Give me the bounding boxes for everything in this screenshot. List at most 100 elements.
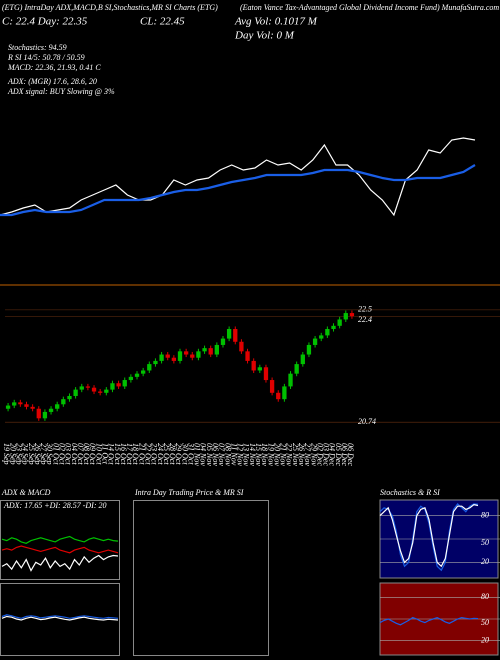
header-title: (ETG) IntraDay ADX,MACD,B SI,Stochastics… bbox=[2, 3, 218, 12]
candle-body bbox=[294, 364, 299, 374]
y-tick-label: 22.5 bbox=[358, 305, 372, 314]
candle-body bbox=[269, 380, 275, 393]
x-tick-label: 27 Sep bbox=[39, 443, 48, 465]
candle-body bbox=[61, 399, 66, 405]
candle-body bbox=[171, 357, 177, 361]
y-tick-label: 80 bbox=[481, 510, 489, 519]
candle-body bbox=[128, 376, 134, 381]
candle-body bbox=[24, 404, 29, 407]
x-tick-label: 03 Oct bbox=[64, 443, 73, 465]
x-tick-label: 22 Nov bbox=[285, 443, 294, 466]
series-line bbox=[0, 137, 476, 217]
series-line bbox=[379, 502, 479, 572]
candle-body bbox=[104, 389, 109, 393]
candle-body bbox=[5, 405, 11, 409]
x-tick-label: 17 Oct bbox=[125, 443, 134, 465]
x-tick-label: 09 Oct bbox=[88, 443, 97, 465]
x-tick-label: 29 Oct bbox=[174, 443, 183, 465]
series-line bbox=[1, 615, 119, 621]
candle-body bbox=[177, 351, 183, 361]
stat-rsi: R SI 14/5: 50.78 / 50.59 bbox=[7, 53, 85, 62]
x-tick-label: 11 Nov bbox=[229, 443, 238, 466]
y-tick-label: 50 bbox=[481, 618, 489, 627]
x-tick-label: 25 Nov bbox=[291, 443, 300, 466]
x-tick-label: 18 Nov bbox=[260, 443, 269, 466]
x-tick-label: 04 Oct bbox=[70, 443, 79, 465]
series-line bbox=[1, 535, 119, 544]
x-tick-label: 19 Nov bbox=[266, 443, 275, 466]
candle-body bbox=[190, 354, 195, 358]
x-tick-label: 11 Oct bbox=[100, 443, 109, 465]
x-tick-label: 05 Dec bbox=[334, 443, 343, 466]
candle-body bbox=[153, 360, 158, 365]
x-tick-label: 06 Dec bbox=[346, 443, 355, 466]
x-tick-label: 25 Sep bbox=[27, 443, 36, 465]
candle-body bbox=[288, 373, 293, 387]
candle-body bbox=[306, 344, 312, 355]
x-tick-label: 19 Sep bbox=[2, 443, 11, 465]
x-tick-label: 12 Nov bbox=[236, 443, 245, 466]
candle-body bbox=[337, 319, 342, 326]
x-tick-label: 06 Dec bbox=[340, 443, 349, 466]
x-tick-label: 26 Nov bbox=[297, 443, 306, 466]
x-tick-label: 04 Nov bbox=[199, 443, 208, 466]
candle-body bbox=[67, 395, 72, 400]
y-tick-label: 22.4 bbox=[358, 315, 372, 324]
x-tick-label: 31 Oct bbox=[186, 442, 195, 465]
candle-body bbox=[226, 329, 232, 339]
stat-stoch: Stochastics: 94.59 bbox=[8, 43, 67, 52]
candle-body bbox=[233, 329, 238, 342]
candle-body bbox=[202, 348, 207, 352]
candle-body bbox=[110, 383, 115, 390]
x-tick-label: 18 Oct bbox=[131, 443, 140, 465]
header-close: C: 22.4 Day: 22.35 bbox=[2, 16, 88, 28]
x-tick-label: 28 Oct bbox=[168, 443, 177, 465]
panel-title: ADX & MACD bbox=[1, 488, 51, 497]
candle-body bbox=[36, 408, 41, 419]
stat-adx: ADX: (MGR) 17.6, 28.6, 20 bbox=[7, 77, 97, 86]
candle-body bbox=[116, 383, 121, 387]
header-day-vol: Day Vol: 0 M bbox=[234, 30, 295, 42]
header-name: (Eaton Vance Tax-Advantaged Global Divid… bbox=[240, 3, 499, 12]
series-line bbox=[1, 614, 119, 619]
y-tick-label: 50 bbox=[481, 538, 489, 547]
candle-body bbox=[208, 348, 213, 355]
x-tick-label: 13 Nov bbox=[242, 443, 251, 466]
candle-body bbox=[48, 408, 54, 412]
header-avg-vol: Avg Vol: 0.1017 M bbox=[234, 16, 318, 28]
candle-body bbox=[312, 338, 318, 345]
candle-body bbox=[300, 354, 305, 365]
series-line bbox=[1, 545, 119, 554]
panel-note: ADX: 17.65 +DI: 28.57 -DI: 20 bbox=[3, 501, 107, 510]
y-tick-label: 20 bbox=[481, 557, 489, 566]
x-tick-label: 25 Oct bbox=[162, 443, 171, 465]
x-tick-label: 23 Sep bbox=[15, 443, 24, 465]
header-cl: CL: 22.45 bbox=[140, 16, 185, 28]
panel-title: Intra Day Trading Price & MR SI bbox=[134, 488, 244, 497]
candle-body bbox=[276, 392, 281, 400]
y-tick-label: 20.74 bbox=[358, 417, 376, 426]
candle-body bbox=[42, 411, 48, 419]
stat-macd: MACD: 22.36, 21.93, 0.41 C bbox=[7, 63, 101, 72]
candle-body bbox=[245, 351, 250, 361]
x-tick-label: 10 Oct bbox=[94, 443, 103, 465]
candle-body bbox=[55, 404, 60, 409]
x-tick-label: 20 Nov bbox=[272, 443, 281, 466]
x-tick-label: 07 Oct bbox=[76, 443, 85, 465]
series-line bbox=[379, 616, 479, 626]
x-tick-label: 21 Oct bbox=[137, 443, 146, 465]
x-tick-label: 27 Nov bbox=[303, 443, 312, 466]
candle-body bbox=[79, 386, 84, 390]
x-tick-label: 20 Sep bbox=[8, 443, 17, 465]
candle-body bbox=[18, 402, 23, 405]
x-tick-label: 01 Nov bbox=[193, 443, 202, 466]
candle-body bbox=[147, 364, 152, 371]
candle-body bbox=[239, 341, 244, 352]
x-tick-label: 30 Sep bbox=[45, 442, 54, 465]
x-tick-label: 16 Oct bbox=[119, 443, 128, 465]
candle-body bbox=[257, 367, 262, 371]
x-tick-label: 08 Nov bbox=[223, 443, 232, 466]
y-tick-label: 20 bbox=[481, 635, 489, 644]
x-tick-label: 08 Oct bbox=[82, 443, 91, 465]
